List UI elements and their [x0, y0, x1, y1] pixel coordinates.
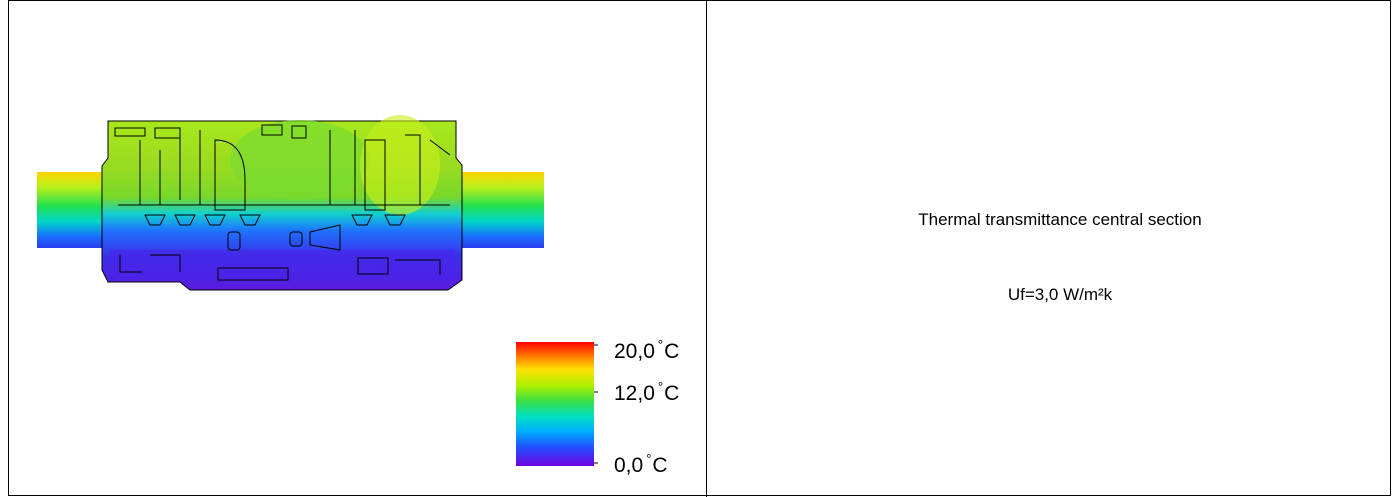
thermal-simulation: [37, 115, 598, 466]
figure-frame: [8, 0, 1391, 496]
uf-value: Uf=3,0 W/m²k: [1007, 285, 1113, 304]
info-title: Thermal transmittance central section: [918, 210, 1202, 229]
panel-divider: [706, 0, 707, 497]
legend-color-bar: [516, 342, 594, 466]
legend-mid-label: 12,0 °C: [614, 379, 680, 405]
legend-min-label: 0,0 °C: [614, 451, 668, 477]
legend-max-label: 20,0 °C: [614, 337, 680, 363]
